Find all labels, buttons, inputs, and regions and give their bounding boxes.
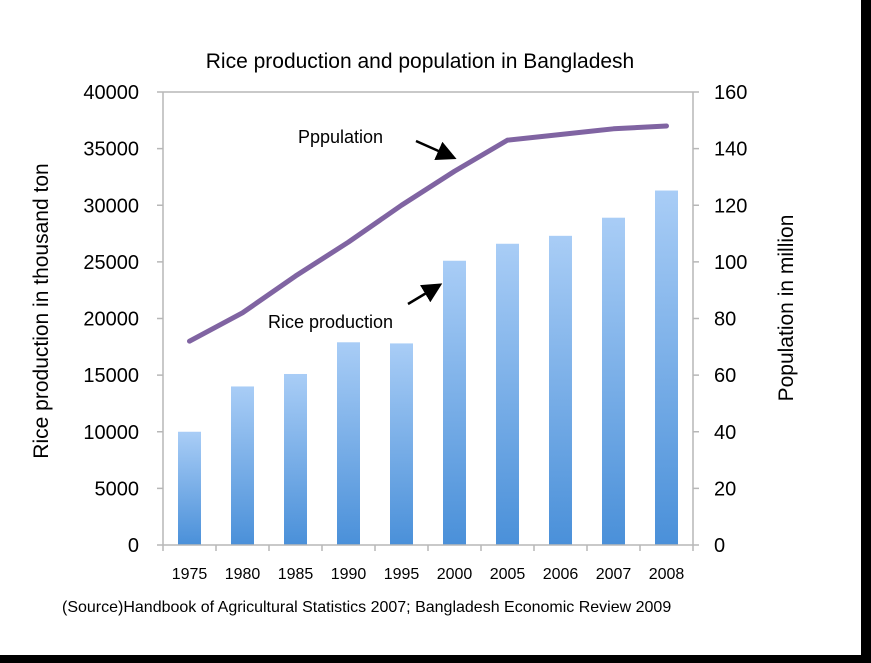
left-tick-label: 10000 [83, 422, 139, 444]
annotation-population-arrow [415, 139, 457, 161]
left-tick-label: 20000 [83, 309, 139, 331]
x-tick-label: 2008 [649, 566, 685, 583]
right-tick-label: 0 [714, 535, 725, 557]
x-tick-label: 1995 [384, 566, 420, 583]
x-tick-label: 2007 [596, 566, 632, 583]
x-tick-label: 2006 [543, 566, 579, 583]
bar-rice-1990 [337, 342, 360, 545]
bar-rice-2000 [443, 260, 466, 545]
right-tick-label: 120 [714, 195, 747, 217]
chart-title: Rice production and population in Bangla… [206, 50, 634, 73]
right-axis-title: Population in million [775, 215, 798, 402]
bar-rice-1995 [390, 343, 413, 545]
bar-rice-2008 [655, 190, 678, 545]
source-note: (Source)Handbook of Agricultural Statist… [62, 599, 671, 616]
right-tick-label: 60 [714, 365, 736, 387]
left-tick-label: 5000 [95, 478, 140, 500]
right-tick-label: 20 [714, 478, 736, 500]
left-tick-label: 15000 [83, 365, 139, 387]
bar-rice-1985 [284, 373, 307, 545]
bar-rice-2006 [549, 235, 572, 545]
x-tick-label: 1975 [172, 566, 208, 583]
right-axis-ticks: 0 20 40 60 80 100 120 140 160 [693, 82, 747, 557]
annotation-rice-arrow [407, 283, 443, 306]
right-tick-label: 40 [714, 422, 736, 444]
left-tick-label: 35000 [83, 139, 139, 161]
left-axis-title: Rice production in thousand ton [30, 163, 53, 458]
left-tick-label: 25000 [83, 252, 139, 274]
chart-svg: Rice production and population in Bangla… [30, 50, 798, 616]
bar-rice-2005 [496, 243, 519, 545]
x-tick-label: 2005 [490, 566, 526, 583]
right-tick-label: 100 [714, 252, 747, 274]
population-line [187, 123, 669, 344]
x-tick-label: 2000 [437, 566, 473, 583]
x-tick-label: 1990 [331, 566, 367, 583]
bar-rice-2007 [602, 217, 625, 545]
bar-rice-1975 [178, 431, 201, 545]
annotation-population-label: Pppulation [298, 127, 383, 147]
chart-panel: Rice production and population in Bangla… [0, 0, 861, 655]
population-line-group [187, 123, 669, 344]
right-tick-label: 140 [714, 139, 747, 161]
right-tick-label: 80 [714, 309, 736, 331]
x-tick-label: 1980 [225, 566, 261, 583]
right-tick-label: 160 [714, 82, 747, 104]
left-axis-ticks: 0 5000 10000 15000 20000 25000 30000 35000 40000 [83, 82, 163, 557]
x-tick-label: 1985 [278, 566, 314, 583]
left-tick-label: 0 [128, 535, 139, 557]
annotation-rice-label: Rice production [268, 312, 393, 332]
left-tick-label: 40000 [83, 82, 139, 104]
bar-rice-1980 [231, 386, 254, 545]
left-tick-label: 30000 [83, 195, 139, 217]
bar-group [178, 190, 678, 545]
x-axis-ticks: 1975 1980 1985 1990 1995 2000 2005 2006 2007 2008 [162, 545, 694, 583]
